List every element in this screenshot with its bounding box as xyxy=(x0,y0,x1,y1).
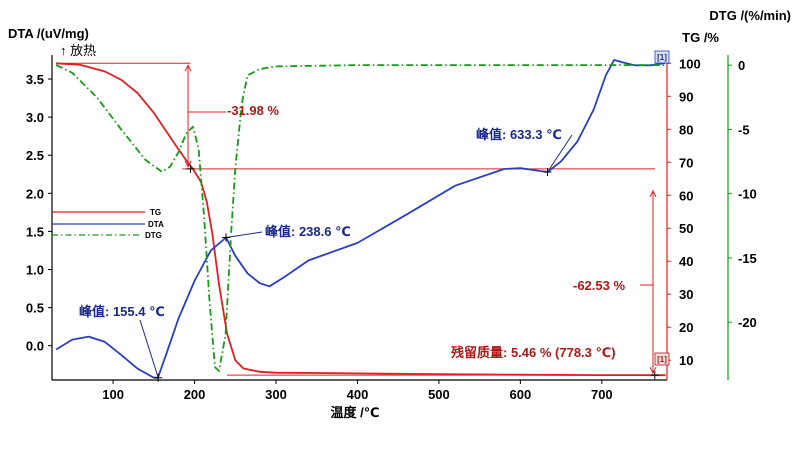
tg-tick-label: 80 xyxy=(679,122,693,137)
legend-tg-label: TG xyxy=(150,208,161,217)
dtg-tick-label: -15 xyxy=(738,251,757,266)
x-tick-label: 500 xyxy=(428,387,450,402)
dtg-axis-title: DTG /(%/min) xyxy=(709,8,791,23)
dta-tick-label: 2.5 xyxy=(26,148,44,163)
dta-tick-label: 0.0 xyxy=(26,339,44,354)
residual-mass-label: 残留质量: 5.46 % (778.3 ℃) xyxy=(451,345,616,360)
dta-peak2-leader xyxy=(225,231,263,239)
dta-peak1-leader xyxy=(139,319,159,378)
tg-tick-label: 50 xyxy=(679,221,693,236)
series-dta-line xyxy=(55,59,666,379)
x-tick-label: 300 xyxy=(265,387,287,402)
x-axis-title: 温度 /℃ xyxy=(331,405,380,420)
tg-tick-label: 20 xyxy=(679,320,693,335)
x-tick-label: 200 xyxy=(184,387,206,402)
x-tick-label: 400 xyxy=(347,387,369,402)
x-tick-label: 700 xyxy=(591,387,613,402)
dta-peak-marker-2 xyxy=(221,233,230,242)
exo-label: ↑ 放热 xyxy=(60,43,96,58)
series-tg-line xyxy=(56,62,666,377)
tg-tick-label: 60 xyxy=(679,188,693,203)
dta-peak3-leader xyxy=(547,134,573,173)
tg-step1-arrowhead-down xyxy=(184,160,192,168)
x-tick-label: 100 xyxy=(102,387,124,402)
marker-bottom-box xyxy=(654,352,670,366)
tg-point-marker-1 xyxy=(186,164,195,173)
tg-tick-label: 10 xyxy=(679,353,693,368)
dta-peak1-label: 峰值: 155.4 ℃ xyxy=(79,304,165,319)
dta-axis-title: DTA /(uV/mg) xyxy=(8,26,89,41)
tg-step2-label: -62.53 % xyxy=(573,278,625,293)
series-layer xyxy=(55,59,666,382)
tg-tick-label: 70 xyxy=(679,155,693,170)
marker-bottom-label: [1] xyxy=(657,355,667,364)
legend-dta-label: DTA xyxy=(148,220,164,229)
dtg-tick-label: -5 xyxy=(738,122,750,137)
marker-top-box xyxy=(654,50,670,64)
tick-labels: 100 200 300 400 500 600 7000.00.51.01.52.02.53… xyxy=(26,56,757,402)
dta-peak-marker-1 xyxy=(154,373,163,382)
dta-tick-label: 1.0 xyxy=(26,263,44,278)
tg-tick-label: 90 xyxy=(679,89,693,104)
series-dtg-line xyxy=(55,64,666,372)
tg-point-marker-2 xyxy=(650,371,659,380)
axes-layer xyxy=(48,55,732,384)
dtg-tick-label: 0 xyxy=(738,58,745,73)
dtg-tick-label: -20 xyxy=(738,315,757,330)
tg-tick-label: 30 xyxy=(679,287,693,302)
guide-lines xyxy=(57,62,657,378)
tg-step2-arrowhead-down xyxy=(649,366,657,375)
dta-peak-marker-3 xyxy=(543,168,552,176)
tg-step1-label: -31.98 % xyxy=(227,103,279,118)
tg-step2-arrowhead-up xyxy=(649,189,657,198)
marker-top-label: [1] xyxy=(657,53,667,62)
legend: TG DTA DTG xyxy=(52,208,164,240)
dta-peak2-label: 峰值: 238.6 ℃ xyxy=(265,224,351,239)
tg-tick-label: 100 xyxy=(679,56,701,71)
legend-dtg-label: DTG xyxy=(145,231,162,240)
dta-tick-label: 1.5 xyxy=(26,224,44,239)
dta-tick-label: 0.5 xyxy=(26,301,44,316)
tg-axis-title: TG /% xyxy=(682,30,719,45)
dta-peak3-label: 峰值: 633.3 ℃ xyxy=(476,127,562,142)
x-tick-label: 600 xyxy=(510,387,532,402)
tg-step1-arrowhead-up xyxy=(184,64,192,72)
dta-tick-label: 3.5 xyxy=(26,72,44,87)
dtg-tick-label: -10 xyxy=(738,187,757,202)
dta-tick-label: 2.0 xyxy=(26,186,44,201)
tg-tick-label: 40 xyxy=(679,254,693,269)
dta-tick-label: 3.0 xyxy=(26,110,44,125)
